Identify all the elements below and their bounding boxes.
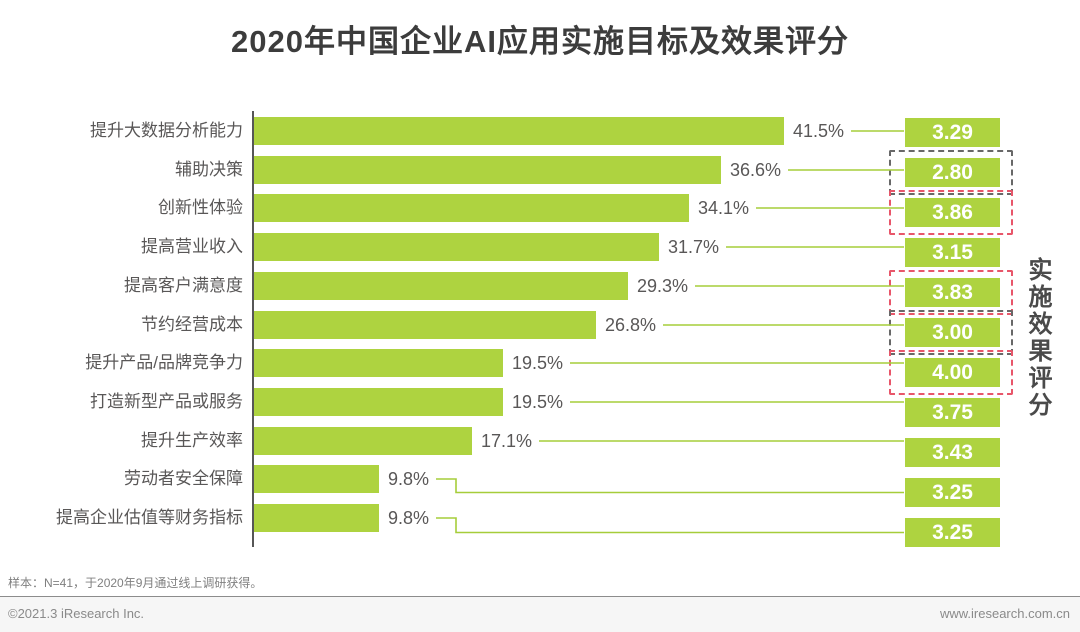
- category-label: 提高客户满意度: [124, 275, 243, 295]
- bar: [254, 155, 721, 184]
- copyright-text: ©2021.3 iResearch Inc.: [8, 606, 145, 621]
- category-label: 辅助决策: [175, 159, 243, 179]
- bar: [254, 349, 503, 378]
- highlight-red-dashed-box: [889, 189, 1013, 235]
- highlight-red-dashed-box: [889, 269, 1013, 315]
- bar-value-label: 29.3%: [637, 275, 689, 296]
- footer-band: [0, 597, 1080, 632]
- score-box: 3.00: [905, 317, 1000, 347]
- bar-value-label: 26.8%: [605, 314, 657, 335]
- bar: [254, 233, 659, 262]
- score-box: 3.75: [905, 397, 1000, 427]
- category-label: 提升大数据分析能力: [90, 121, 243, 140]
- connector-line: [436, 478, 904, 494]
- bar: [254, 117, 784, 145]
- highlight-gray-dashed-box: [889, 309, 1013, 355]
- bar-value-label: 41.5%: [793, 121, 845, 141]
- bar: [254, 504, 379, 532]
- category-label: 提高企业估值等财务指标: [56, 508, 243, 527]
- sample-note: 样本：N=41，于2020年9月通过线上调研获得。: [8, 576, 263, 590]
- bar: [254, 194, 689, 223]
- category-label: 打造新型产品或服务: [90, 391, 243, 411]
- y-axis-line: [252, 111, 254, 547]
- bar-value-label: 19.5%: [512, 353, 564, 374]
- bar-value-label: 31.7%: [668, 237, 720, 258]
- bar: [254, 310, 596, 339]
- bar-value-label: 17.1%: [481, 430, 533, 451]
- highlight-red-dashed-box: [889, 349, 1013, 395]
- score-box: 3.43: [905, 437, 1000, 467]
- bar: [254, 271, 628, 300]
- score-box: 3.25: [905, 477, 1000, 507]
- bar-value-label: 34.1%: [698, 198, 750, 219]
- bar-value-label: 36.6%: [730, 159, 782, 180]
- website-link[interactable]: www.iresearch.com.cn: [939, 606, 1070, 621]
- connector-line: [436, 517, 904, 534]
- score-box: 2.80: [905, 157, 1000, 187]
- bar-value-label: 19.5%: [512, 391, 564, 412]
- category-label: 劳动者安全保障: [124, 469, 243, 489]
- bar-value-label: 9.8%: [388, 508, 430, 528]
- score-box: 3.83: [905, 277, 1000, 307]
- footer-divider: [0, 596, 1080, 597]
- bar: [254, 387, 503, 416]
- highlight-gray-dashed-box: [889, 149, 1013, 195]
- category-label: 提升生产效率: [141, 430, 243, 450]
- bar-value-label: 9.8%: [388, 469, 430, 490]
- score-box: 3.29: [905, 117, 1000, 147]
- right-axis-label: 实施效果评分: [1024, 257, 1051, 419]
- score-box: 4.00: [905, 357, 1000, 387]
- category-label: 节约经营成本: [141, 314, 243, 334]
- score-box: 3.25: [905, 517, 1000, 547]
- category-label: 提升产品/品牌竞争力: [85, 353, 243, 373]
- score-box: 3.15: [905, 237, 1000, 267]
- bar: [254, 465, 379, 494]
- page-title: 2020年中国企业AI应用实施目标及效果评分: [231, 24, 849, 59]
- category-label: 创新性体验: [158, 198, 243, 218]
- bar: [254, 426, 472, 455]
- category-label: 提高营业收入: [141, 237, 243, 257]
- score-box: 3.86: [905, 197, 1000, 227]
